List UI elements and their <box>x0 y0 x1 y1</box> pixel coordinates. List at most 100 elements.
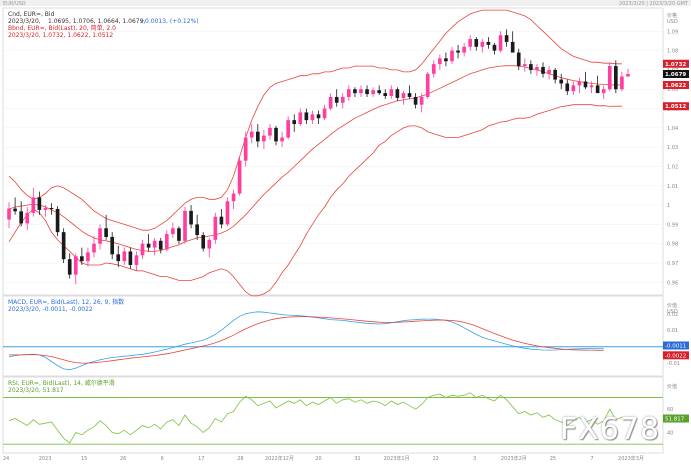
macd-ytick-label: 0.02 <box>667 312 678 318</box>
candle-body <box>431 64 436 74</box>
candle-body <box>589 85 594 88</box>
rsi-line <box>8 392 629 444</box>
candle-body <box>522 64 527 67</box>
candle-body <box>359 89 363 94</box>
candle-body <box>128 251 133 265</box>
macd-ylabel-line2: USD <box>667 309 678 315</box>
x-axis-label: 3 <box>473 456 476 462</box>
candle-body <box>559 79 564 84</box>
candle-body <box>171 228 175 235</box>
candle-body <box>425 73 430 97</box>
candle-body <box>140 243 145 256</box>
candle-body <box>462 46 466 53</box>
candle-body <box>444 58 448 62</box>
candle-body <box>595 85 600 94</box>
candle-body <box>262 135 266 142</box>
main-ytick-label: 1.06 <box>667 87 678 93</box>
price-tag <box>663 69 689 78</box>
candle-body <box>237 160 242 194</box>
price-tag <box>663 80 689 89</box>
candle-body <box>116 254 121 262</box>
macd-ylabel-line1: 价值 <box>667 302 677 309</box>
x-axis-label: 25 <box>550 456 556 462</box>
candle-body <box>389 89 394 96</box>
x-axis-label: 20 <box>315 456 321 462</box>
macd-value-tag-label: -0.0011 <box>665 343 686 349</box>
main-legend-line2-date: 2023/3/20, <box>8 18 41 25</box>
main-legend: Cnd, EUR=, Bid 2023/3/20, 1.0695, 1.0706… <box>8 11 199 39</box>
macd-legend-line2: 2023/3/20, -0.0011, -0.0022 <box>8 306 93 313</box>
price-tag-label: 1.0679 <box>665 72 686 78</box>
candle-body <box>535 67 539 70</box>
macd-ylabel: 价值 USD <box>667 302 679 315</box>
candle-body <box>347 89 351 97</box>
candle-body <box>340 96 345 103</box>
candle-body <box>419 96 424 105</box>
candle-body <box>195 224 199 236</box>
main-panel-frame <box>2 7 664 296</box>
x-axis-label: 2023年1月 <box>384 455 410 462</box>
candle-body <box>201 235 206 249</box>
x-axis-label: 22 <box>433 456 439 462</box>
x-axis-label: 2022年12月 <box>265 455 294 462</box>
rsi-legend: RSI, EUR=, Bid(Last), 14, 威尔德平滑 2023/3/2… <box>8 379 115 394</box>
main-ytick-label: 1.03 <box>667 145 678 151</box>
watermark-logo: FX678 <box>560 412 661 447</box>
x-axis-label: 17 <box>198 456 204 462</box>
candle-body <box>80 256 84 262</box>
main-legend-line4: 2023/3/20, 1.0732, 1.0622, 1.0512 <box>8 32 113 39</box>
candle-body <box>304 112 309 121</box>
candle-body <box>310 114 315 121</box>
rsi-legend-line2: 2023/3/20, 51.817 <box>8 387 64 394</box>
candle-body <box>213 216 218 240</box>
macd-chart-layer <box>3 311 663 371</box>
top-bar <box>0 0 691 6</box>
candle-body <box>225 201 230 225</box>
main-ytick-label: 0.98 <box>667 242 678 248</box>
rsi-ytick-label: 40 <box>667 431 673 437</box>
macd-value-tag <box>663 351 689 360</box>
topbar-right-text: 2023/3/20 | 2023/3/20 GMT <box>619 1 689 7</box>
main-legend-line2-values: 1.0695, 1.0706, 1.0664, 1.0679, <box>48 18 145 25</box>
x-axis-label: 2023年3月 <box>618 455 644 462</box>
candle-body <box>268 127 272 136</box>
price-tag-label: 1.0732 <box>665 62 686 68</box>
candle-body <box>450 50 454 62</box>
candle-body <box>577 81 582 86</box>
macd-value-tag <box>663 341 689 350</box>
candle-body <box>371 90 375 95</box>
x-axis-label: 2023年2月 <box>501 455 527 462</box>
macd-value-tag-label: -0.0022 <box>665 353 686 359</box>
main-ytick-label: 0.97 <box>667 261 678 267</box>
candle-body <box>328 96 333 109</box>
main-ylabel-line2: USD <box>667 19 678 25</box>
rsi-value-tag <box>663 414 689 423</box>
candle-body <box>565 83 570 92</box>
main-ytick-label: 1 <box>667 203 670 209</box>
candle-body <box>365 89 369 95</box>
candle-body <box>189 210 193 225</box>
candle-body <box>620 76 624 90</box>
candle-body <box>413 96 418 105</box>
x-axis-label: 15 <box>81 456 87 462</box>
candle-body <box>607 66 612 90</box>
candle-body <box>498 35 503 51</box>
candle-body <box>401 93 406 98</box>
candle-body <box>19 211 23 224</box>
candle-body <box>55 208 60 233</box>
main-chart-layer <box>7 9 630 297</box>
rsi-ytick-label: 60 <box>667 407 673 413</box>
bollinger-lower-line <box>8 104 622 297</box>
candle-body <box>510 41 515 53</box>
candle-body <box>61 232 66 260</box>
candle-body <box>207 239 212 249</box>
candle-body <box>146 243 151 248</box>
candle-body <box>292 120 297 124</box>
candle-body <box>383 93 388 96</box>
bollinger-upper-line <box>8 9 622 231</box>
candle-body <box>626 73 630 77</box>
candle-body <box>486 41 491 45</box>
axis-layer: 1.091.081.071.061.051.041.031.021.0110.9… <box>3 29 689 462</box>
candle-body <box>7 208 11 220</box>
